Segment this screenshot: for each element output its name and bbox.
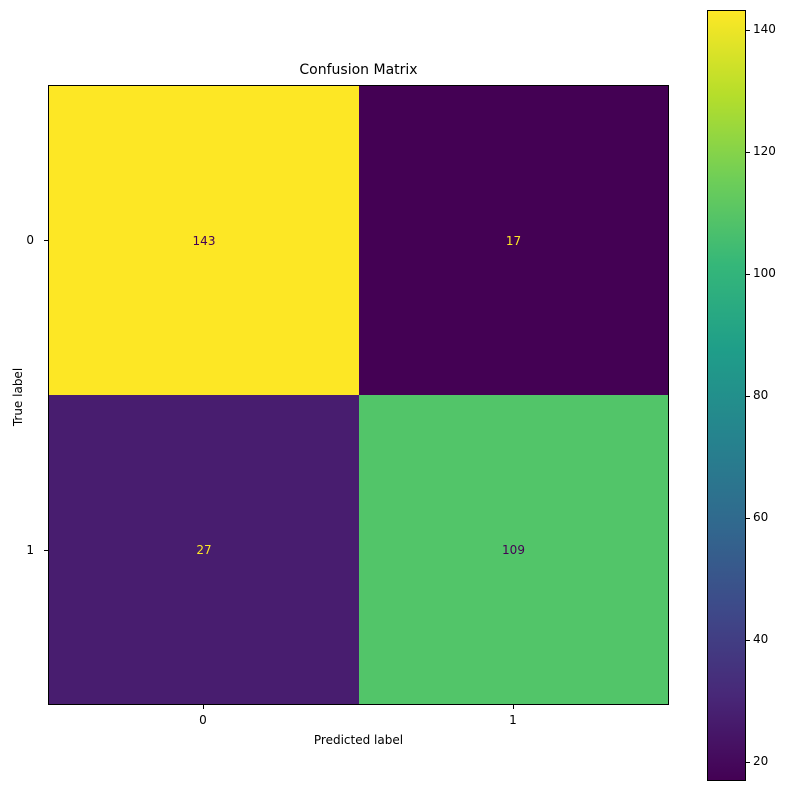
colorbar-label-60: 60 bbox=[753, 510, 769, 524]
y-tick-label-0: 0 bbox=[26, 233, 34, 247]
colorbar-tick-100 bbox=[746, 274, 750, 275]
colorbar-label-80: 80 bbox=[753, 388, 769, 402]
colorbar bbox=[707, 10, 746, 781]
colorbar-label-120: 120 bbox=[753, 144, 776, 158]
colorbar-tick-120 bbox=[746, 152, 750, 153]
cell-0-0: 143 bbox=[49, 86, 359, 395]
x-tick-label-0: 0 bbox=[199, 713, 207, 727]
x-tick-1 bbox=[513, 705, 514, 709]
colorbar-tick-140 bbox=[746, 30, 750, 31]
y-tick-0 bbox=[44, 240, 48, 241]
colorbar-tick-60 bbox=[746, 518, 750, 519]
colorbar-label-20: 20 bbox=[753, 754, 769, 768]
y-tick-label-1: 1 bbox=[26, 543, 34, 557]
colorbar-label-40: 40 bbox=[753, 632, 769, 646]
x-tick-0 bbox=[203, 705, 204, 709]
cell-0-1: 17 bbox=[359, 86, 668, 395]
cell-1-1: 109 bbox=[359, 395, 668, 704]
colorbar-label-140: 140 bbox=[753, 22, 776, 36]
colorbar-tick-20 bbox=[746, 762, 750, 763]
x-tick-label-1: 1 bbox=[509, 713, 517, 727]
x-axis-label: Predicted label bbox=[313, 733, 404, 747]
y-tick-1 bbox=[44, 550, 48, 551]
cell-1-0: 27 bbox=[49, 395, 359, 704]
confusion-matrix-plot: 143 17 27 109 bbox=[48, 85, 669, 705]
colorbar-tick-80 bbox=[746, 396, 750, 397]
chart-title: Confusion Matrix bbox=[299, 62, 418, 78]
y-axis-label: True label bbox=[11, 367, 25, 427]
colorbar-label-100: 100 bbox=[753, 266, 776, 280]
colorbar-tick-40 bbox=[746, 640, 750, 641]
